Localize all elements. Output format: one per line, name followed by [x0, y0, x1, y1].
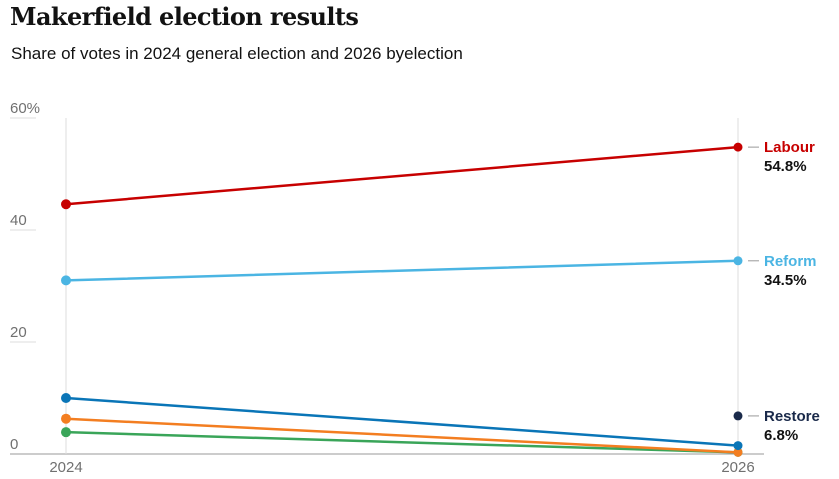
data-point: [61, 199, 71, 210]
data-point: [733, 142, 743, 152]
series-name-label: Labour: [764, 139, 815, 156]
x-axis: 2024 2026: [49, 459, 754, 476]
series-value-label: 6.8%: [764, 427, 798, 444]
series-line: [64, 145, 740, 206]
chart-subtitle: Share of votes in 2024 general election …: [11, 44, 463, 63]
x-tick-label: 2024: [49, 459, 82, 476]
grid: [10, 117, 764, 455]
series-value-label: 54.8%: [764, 158, 807, 175]
data-point: [61, 413, 71, 424]
y-tick-label: 0: [10, 436, 18, 453]
series-name-label: Restore: [764, 408, 820, 425]
series-line: [64, 396, 740, 447]
data-point: [733, 411, 743, 421]
data-point: [61, 275, 71, 286]
data-point: [61, 393, 71, 403]
series-labels: Labour 54.8% Reform 34.5% Restore 6.8%: [748, 139, 820, 444]
data-point: [733, 447, 743, 457]
series-line: [64, 430, 740, 454]
series-value-label: 34.5%: [764, 272, 807, 289]
data-point: [733, 256, 743, 266]
y-tick-label: 20: [10, 324, 27, 341]
series-line: [64, 259, 740, 282]
y-tick-label: 40: [10, 212, 27, 229]
x-tick-label: 2026: [721, 459, 754, 476]
y-axis: 60% 40 20 0: [10, 100, 40, 453]
data-point: [61, 427, 71, 438]
data-point: [733, 441, 743, 451]
y-tick-label: 60%: [10, 100, 40, 117]
series-name-label: Reform: [764, 253, 817, 270]
series-line: [64, 417, 740, 454]
series-lines: [61, 142, 743, 457]
chart-title: Makerfield election results: [10, 2, 359, 31]
